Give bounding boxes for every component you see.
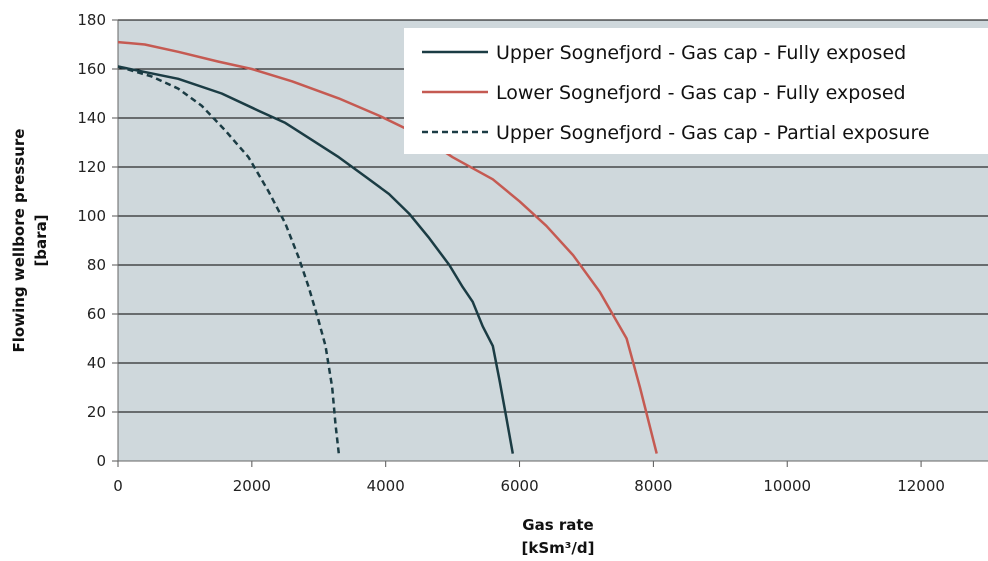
y-tick-labels: 0 20 40 60 80 100 120 140 160 180 — [77, 11, 106, 470]
y-tick-label: 40 — [87, 354, 106, 372]
x-tick-label: 8000 — [634, 477, 672, 495]
x-tick-label: 0 — [113, 477, 123, 495]
y-tick-label: 80 — [87, 256, 106, 274]
y-tick-label: 0 — [96, 452, 106, 470]
x-tick-label: 10000 — [763, 477, 811, 495]
x-tick-labels: 0 2000 4000 6000 8000 10000 12000 — [113, 477, 945, 495]
series-line-3 — [117, 65, 341, 454]
x-tick-label: 6000 — [500, 477, 538, 495]
series-line-1 — [117, 65, 515, 454]
legend: Upper Sognefjord - Gas cap - Fully expos… — [404, 28, 988, 154]
y-axis-title-line1: Flowing wellbore pressure — [10, 129, 28, 353]
legend-box — [404, 28, 988, 154]
x-tick-label: 12000 — [897, 477, 945, 495]
legend-label: Upper Sognefjord - Gas cap - Fully expos… — [496, 42, 906, 64]
axes — [117, 20, 988, 462]
legend-label: Upper Sognefjord - Gas cap - Partial exp… — [496, 122, 930, 144]
y-tick-label: 20 — [87, 403, 106, 421]
y-tick-label: 180 — [77, 11, 106, 29]
y-tick-label: 160 — [77, 60, 106, 78]
y-tick-label: 120 — [77, 158, 106, 176]
legend-label: Lower Sognefjord - Gas cap - Fully expos… — [496, 82, 906, 104]
x-axis-title-line2: [kSm³/d] — [522, 539, 595, 557]
y-axis-title-line2: [bara] — [32, 214, 50, 266]
y-tick-label: 60 — [87, 305, 106, 323]
x-axis-title-line1: Gas rate — [522, 516, 593, 534]
y-tick-label: 100 — [77, 207, 106, 225]
y-tick-label: 140 — [77, 109, 106, 127]
x-tick-label: 4000 — [367, 477, 405, 495]
x-tick-label: 2000 — [233, 477, 271, 495]
